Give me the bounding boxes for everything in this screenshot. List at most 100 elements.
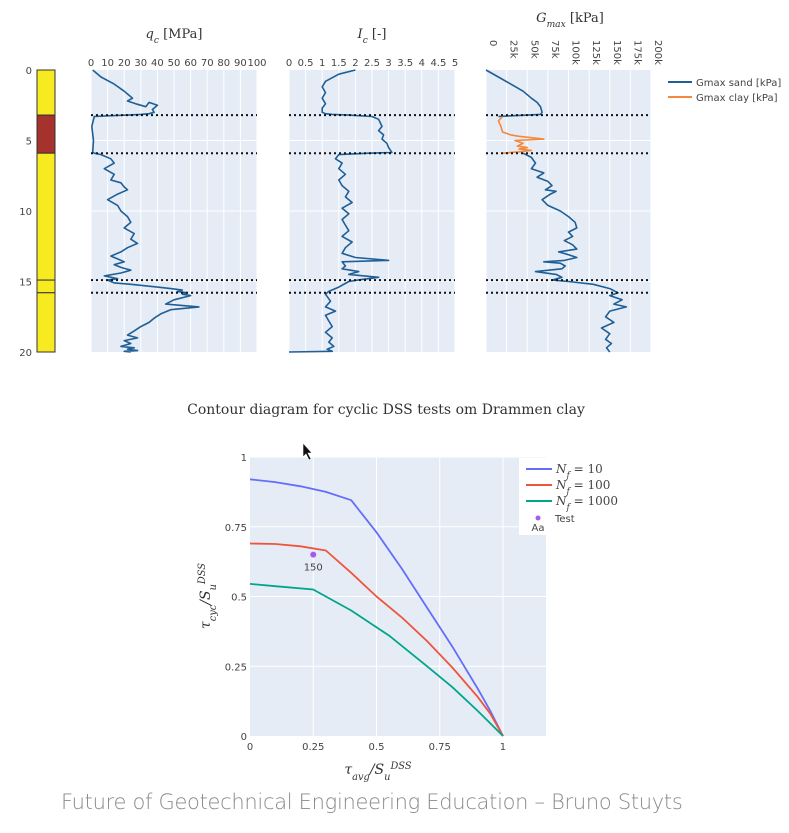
x-tick-label: 0.5	[369, 742, 385, 753]
panel-Gmax: Gmax [kPa] 0 25k 50k 75k 100k 125k 150k 175k 200k…	[485, 11, 781, 353]
y-axis-title-part: cyc	[208, 604, 219, 621]
x-tick-label: 0.75	[429, 742, 451, 753]
panel-title-part: c	[154, 36, 159, 46]
x-tick-label: 100	[247, 58, 266, 69]
y-axis-title-part: τ	[198, 621, 214, 629]
series-line	[497, 115, 545, 154]
x-tick-label: 200k	[652, 40, 663, 65]
x-tick-label: 2	[352, 58, 358, 69]
x-tick-label: 90	[234, 58, 247, 69]
x-tick-label: 0	[487, 40, 498, 46]
footer-caption: Future of Geotechnical Engineering Educa…	[61, 790, 683, 814]
x-axis-title: τavg/SuDSS	[344, 761, 411, 783]
x-axis-title-part: u	[384, 772, 390, 783]
legend-point-swatch	[535, 515, 541, 521]
legend-label-part: f	[566, 503, 572, 513]
y-tick-label: 0.5	[231, 593, 247, 604]
panel-title-part: [kPa]	[566, 11, 604, 26]
soil-layer	[36, 152, 56, 281]
panel-title-part: G	[536, 11, 546, 26]
x-tick-label: 0.5	[298, 58, 314, 69]
x-tick-label: 100k	[570, 40, 581, 65]
legend-label: Nf = 100	[555, 478, 610, 497]
depth-tick-label: 0	[26, 66, 32, 77]
x-tick-label: 1.5	[331, 58, 347, 69]
legend-label: Nf = 10	[555, 462, 603, 481]
x-tick-label: 2.5	[364, 58, 380, 69]
x-tick-label: 1	[319, 58, 325, 69]
x-tick-label: 75k	[549, 40, 560, 59]
legend-label-part: = 1000	[570, 494, 618, 508]
x-tick-label: 50k	[528, 40, 539, 59]
x-tick-label: 3.5	[397, 58, 413, 69]
x-tick-label: 70	[201, 58, 214, 69]
y-tick-label: 0.75	[225, 523, 247, 534]
x-tick-label: 0	[286, 58, 292, 69]
y-axis-title-part: DSS	[197, 563, 208, 585]
panel-title-part: max	[547, 20, 566, 30]
legend-label-part: N	[555, 462, 567, 476]
legend-background	[519, 458, 593, 535]
x-tick-label: 4.5	[430, 58, 446, 69]
x-tick-label: 40	[151, 58, 164, 69]
soil-layer	[36, 114, 56, 154]
panel-title-part: c	[363, 36, 368, 46]
series-line	[249, 478, 504, 737]
depth-tick-label: 5	[26, 137, 32, 148]
panel-qc: 0 10 20 30 40 50 60 70 80 90 100 qc [MPa]	[88, 27, 267, 353]
panel-title: Ic [-]	[357, 27, 387, 46]
legend-label-part: f	[566, 471, 572, 481]
legend-label-part: N	[555, 478, 567, 492]
legend-label-part: f	[566, 487, 572, 497]
y-axis-title-part: u	[208, 584, 219, 590]
panel-title-part: [MPa]	[159, 27, 203, 42]
legend-label-part: = 100	[570, 478, 611, 492]
y-axis-title-part: /S	[198, 590, 214, 606]
panel-title-part: q	[146, 27, 154, 42]
x-tick-label: 5	[452, 58, 458, 69]
soil-layer	[36, 69, 56, 116]
series-line	[91, 69, 200, 353]
panel-title-part: I	[357, 27, 364, 42]
x-tick-label: 0.25	[302, 742, 324, 753]
x-tick-label: 10	[101, 58, 114, 69]
legend-label: Nf = 1000	[555, 494, 618, 513]
x-tick-label: 25k	[508, 40, 519, 59]
x-axis-title-part: /S	[368, 762, 384, 778]
depth-tick-label: 10	[19, 207, 32, 218]
panel-title: qc [MPa]	[146, 27, 203, 46]
x-tick-label: 0	[247, 742, 253, 753]
depth-tick-label: 15	[19, 278, 32, 289]
soil-layer	[36, 292, 56, 353]
legend-label-part: = 10	[570, 462, 603, 476]
x-tick-label: 4	[419, 58, 425, 69]
series-line	[485, 69, 543, 118]
series-line	[522, 152, 628, 353]
contour-chart: 0 0.25 0.5 0.75 1 0 0.25 0.5 0.75 1 150 Contour dia…	[187, 402, 618, 783]
soil-layer	[36, 279, 56, 294]
x-tick-label: 150k	[611, 40, 622, 65]
x-tick-label: 60	[184, 58, 197, 69]
panel-title-part: [-]	[368, 27, 387, 42]
x-axis-title-part: DSS	[389, 761, 411, 772]
legend-label: Test	[554, 514, 575, 525]
x-tick-label: 50	[168, 58, 181, 69]
y-tick-label: 0.25	[225, 662, 247, 673]
x-tick-label: 30	[134, 58, 147, 69]
x-tick-label: 80	[217, 58, 230, 69]
x-tick-label: 0	[88, 58, 94, 69]
x-tick-label: 3	[385, 58, 391, 69]
x-tick-label: 125k	[590, 40, 601, 65]
test-point-label: 150	[304, 563, 323, 574]
x-tick-label: 20	[118, 58, 131, 69]
panel-Ic: 0 0.5 1 1.5 2 2.5 3 3.5 4 4.5 5 Ic [-]	[286, 27, 458, 353]
x-tick-label: 1	[500, 742, 506, 753]
mouse-cursor-icon	[302, 442, 313, 461]
chart-title: Contour diagram for cyclic DSS tests om …	[187, 402, 585, 418]
panel-title: Gmax [kPa]	[536, 11, 604, 30]
soil-column: 0 5 10 15 20	[19, 66, 56, 359]
legend-label: Gmax clay [kPa]	[696, 93, 778, 104]
x-tick-label: 175k	[631, 40, 642, 65]
legend-point-icon-text: Aa	[532, 523, 545, 534]
